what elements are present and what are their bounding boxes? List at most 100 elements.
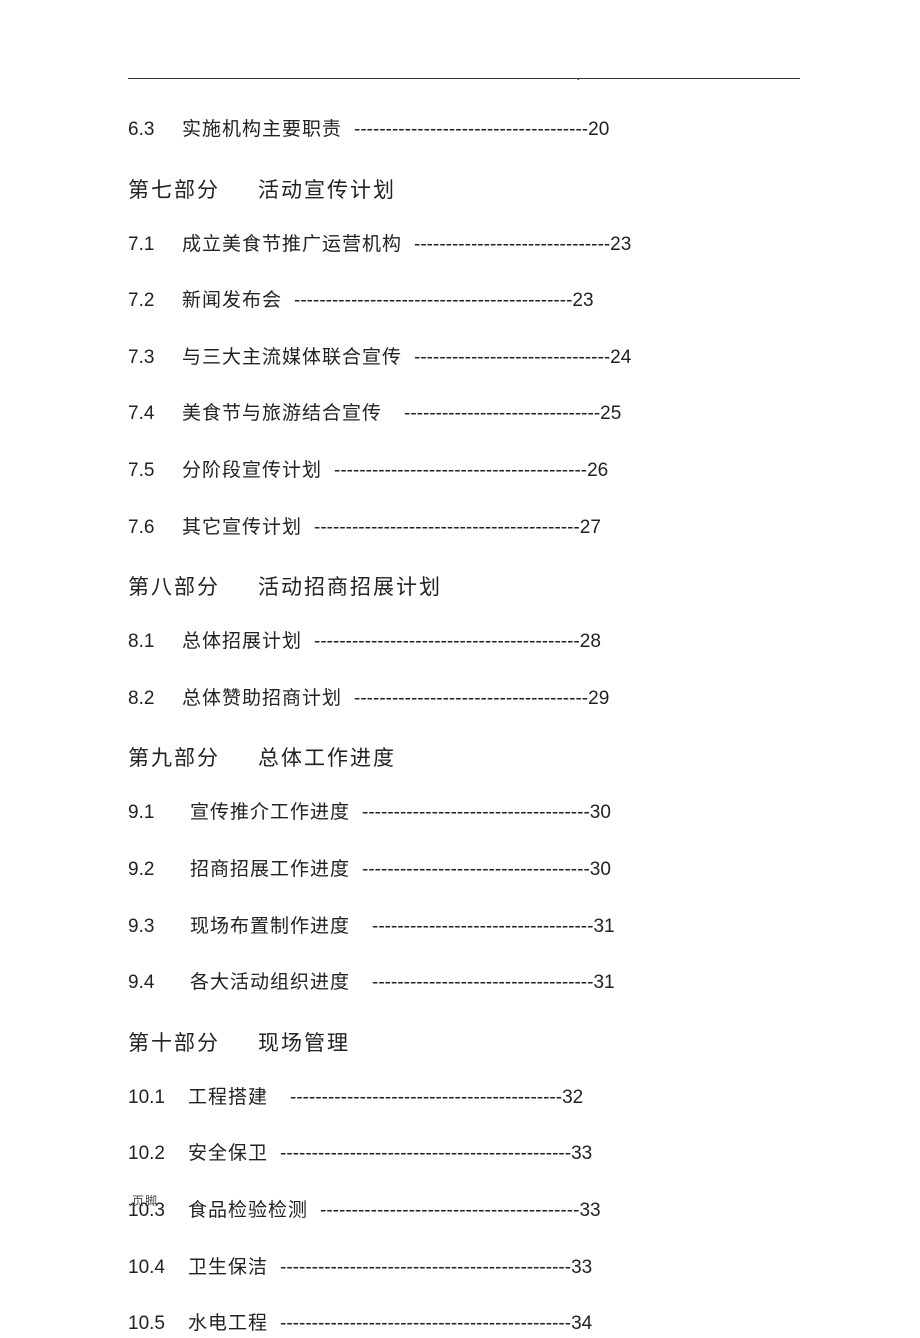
toc-entry-title: 总体招展计划 (182, 629, 302, 656)
toc-entry-number: 7.1 (128, 232, 182, 259)
toc-entry: 10.1工程搭建--------------------------------… (128, 1085, 800, 1112)
toc-entry-number: 7.6 (128, 515, 182, 542)
toc-section-name: 活动招商招展计划 (258, 575, 442, 599)
toc-entry-title: 美食节与旅游结合宣传 (182, 401, 382, 428)
toc-entry-number: 8.2 (128, 686, 182, 713)
toc-entry-page: 26 (587, 458, 608, 485)
toc-entry-leader: ------------------------------- (414, 345, 610, 372)
toc-section-part: 第九部分 (128, 746, 220, 770)
toc-entry-title: 实施机构主要职责 (182, 117, 342, 144)
toc-entry-page: 28 (580, 629, 601, 656)
toc-entry-page: 33 (571, 1141, 592, 1168)
toc-entry-title: 招商招展工作进度 (190, 857, 350, 884)
toc-entry-title: 新闻发布会 (182, 288, 282, 315)
toc-entry: 7.1成立美食节推广运营机构 --------------------------… (128, 232, 800, 259)
toc-entry-leader: ------------------------------- (414, 232, 610, 259)
toc-entry-page: 29 (588, 686, 609, 713)
toc-section-part: 第十部分 (128, 1031, 220, 1055)
toc-section-name: 总体工作进度 (258, 746, 396, 770)
toc-entry-leader: ----------------------------------- (372, 914, 593, 941)
toc-entry-leader: ----------------------------------------… (320, 1198, 579, 1225)
toc-section-part: 第八部分 (128, 575, 220, 599)
toc-entry: 10.2安全保卫 --------------------------------… (128, 1141, 800, 1168)
toc-entry-leader: ----------------------------------------… (314, 629, 580, 656)
toc-entry-number: 9.2 (128, 857, 190, 884)
toc-entry-leader: ----------------------------------------… (314, 515, 580, 542)
toc-entry-number: 9.4 (128, 970, 190, 997)
page-footer: .页脚 (128, 1192, 158, 1209)
toc-entry-page: 27 (580, 515, 601, 542)
toc-entry: 7.6其它宣传计划 -------------------------------… (128, 515, 800, 542)
toc-entry: 7.4美食节与旅游结合宣传 ---------------------------… (128, 401, 800, 428)
toc-entry-number: 10.1 (128, 1085, 188, 1112)
toc-entry: 9.1宣传推介工作进度 -----------------------------… (128, 800, 800, 827)
toc-entry-leader: ----------------------------------------… (280, 1141, 571, 1168)
toc-entry-page: 34 (571, 1311, 592, 1338)
toc-entry-leader: ----------------------------------- (372, 970, 593, 997)
toc-entry-page: 23 (610, 232, 631, 259)
toc-entry-leader: ----------------------------------------… (280, 1311, 571, 1338)
toc-entry-leader: ----------------------------------------… (280, 1255, 571, 1282)
toc-entry-title: 食品检验检测 (188, 1198, 308, 1225)
toc-entry: 7.3与三大主流媒体联合宣传 --------------------------… (128, 345, 800, 372)
toc-entry-title: 安全保卫 (188, 1141, 268, 1168)
toc-entry: 9.3现场布置制作进度 -----------------------------… (128, 914, 800, 941)
toc-entry-title: 宣传推介工作进度 (190, 800, 350, 827)
toc-section-name: 活动宣传计划 (258, 178, 396, 202)
toc-entry-number: 9.1 (128, 800, 190, 827)
toc-entry-number: 7.2 (128, 288, 182, 315)
toc-entry: 10.5水电工程 --------------------------------… (128, 1311, 800, 1338)
toc-entry: 8.1总体招展计划 -------------------------------… (128, 629, 800, 656)
toc-entry-page: 33 (571, 1255, 592, 1282)
toc-entry-page: 31 (593, 914, 614, 941)
toc-entry: 7.5分阶段宣传计划------------------------------… (128, 458, 800, 485)
toc-entry: 9.2招商招展工作进度 -----------------------------… (128, 857, 800, 884)
toc-entry-title: 水电工程 (188, 1311, 268, 1338)
toc-entry-number: 10.2 (128, 1141, 188, 1168)
toc-entry-page: 20 (588, 117, 609, 144)
toc-entry: 10.4卫生保洁 --------------------------------… (128, 1255, 800, 1282)
toc-entry-page: 32 (562, 1085, 583, 1112)
toc-entry-title: 总体赞助招商计划 (182, 686, 342, 713)
toc-entry: 8.2总体赞助招商计划 -----------------------------… (128, 686, 800, 713)
toc-entry: 10.3食品检验检测------------------------------… (128, 1198, 800, 1225)
toc-entry-title: 成立美食节推广运营机构 (182, 232, 402, 259)
toc-section-name: 现场管理 (258, 1031, 350, 1055)
toc-entry-leader: ------------------------------------ (362, 800, 590, 827)
toc-entry-title: 与三大主流媒体联合宣传 (182, 345, 402, 372)
toc-entry-page: 33 (579, 1198, 600, 1225)
toc-entry-number: 6.3 (128, 117, 182, 144)
table-of-contents: 6.3实施机构主要职责 -----------------------------… (128, 117, 800, 1338)
toc-entry-leader: ------------------------------------ (362, 857, 590, 884)
toc-entry-title: 分阶段宣传计划 (182, 458, 322, 485)
toc-entry-page: 30 (590, 800, 611, 827)
toc-entry-number: 10.5 (128, 1311, 188, 1338)
toc-section-part: 第七部分 (128, 178, 220, 202)
toc-entry-title: 其它宣传计划 (182, 515, 302, 542)
toc-section-heading: 第十部分 现场管理 (128, 1027, 800, 1057)
toc-entry-number: 10.4 (128, 1255, 188, 1282)
toc-entry-number: 7.5 (128, 458, 182, 485)
toc-entry-title: 卫生保洁 (188, 1255, 268, 1282)
header-mark: . (577, 69, 581, 85)
toc-section-heading: 第九部分 总体工作进度 (128, 742, 800, 772)
toc-entry-leader: ------------------------------------- (354, 686, 588, 713)
toc-entry-number: 7.4 (128, 401, 182, 428)
toc-entry: 7.2新闻发布会 --------------------------------… (128, 288, 800, 315)
toc-entry-number: 9.3 (128, 914, 190, 941)
toc-section-heading: 第八部分 活动招商招展计划 (128, 571, 800, 601)
toc-entry-number: 7.3 (128, 345, 182, 372)
toc-entry-page: 31 (593, 970, 614, 997)
toc-entry-leader: ------------------------------- (404, 401, 600, 428)
toc-entry-leader: ------------------------------------- (354, 117, 588, 144)
toc-entry-page: 30 (590, 857, 611, 884)
toc-entry-page: 24 (610, 345, 631, 372)
toc-entry-title: 现场布置制作进度 (190, 914, 350, 941)
toc-section-heading: 第七部分 活动宣传计划 (128, 174, 800, 204)
toc-entry-page: 23 (572, 288, 593, 315)
toc-entry: 9.4各大活动组织进度 -----------------------------… (128, 970, 800, 997)
toc-entry: 6.3实施机构主要职责 -----------------------------… (128, 117, 800, 144)
toc-entry-leader: ----------------------------------------… (294, 288, 572, 315)
toc-entry-number: 8.1 (128, 629, 182, 656)
toc-entry-title: 各大活动组织进度 (190, 970, 350, 997)
